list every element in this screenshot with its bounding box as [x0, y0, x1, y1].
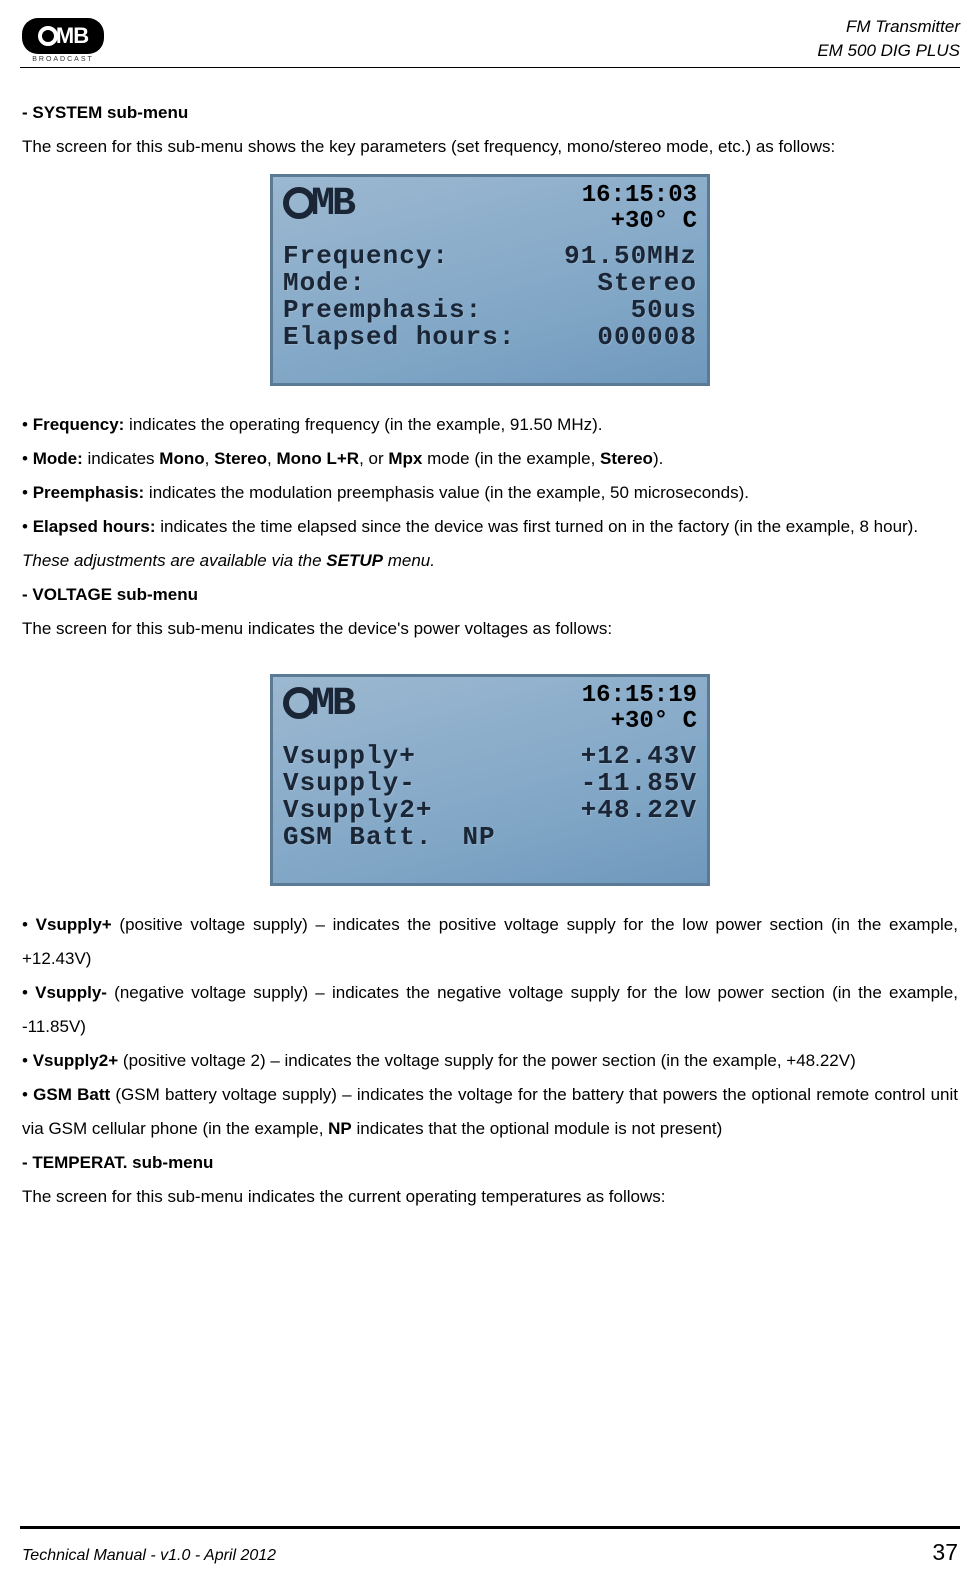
lcd-vsup2-label: Vsupply2+ — [283, 797, 432, 823]
lcd-omb-mb: MB — [311, 182, 353, 227]
lcd-preemph-label: Preemphasis: — [283, 297, 482, 323]
lcd-mode-label: Mode: — [283, 270, 366, 296]
elapsed-label: Elapsed hours: — [33, 517, 156, 536]
lcd-gsm-value: NP — [462, 824, 495, 850]
system-intro: The screen for this sub-menu shows the k… — [22, 130, 958, 164]
logo-o-shape — [38, 26, 58, 46]
lcd-v-row2: Vsupply- -11.85V — [283, 770, 697, 796]
bullet-vsupply2: • Vsupply2+ (positive voltage 2) – indic… — [22, 1044, 958, 1078]
page-footer: Technical Manual - v1.0 - April 2012 37 — [20, 1526, 960, 1566]
lcd-vsup-value: +12.43V — [581, 743, 697, 769]
vsupn-text: (negative voltage supply) – indicates th… — [22, 983, 958, 1036]
vsup2-label: Vsupply2+ — [33, 1051, 119, 1070]
footer-content: Technical Manual - v1.0 - April 2012 37 — [20, 1539, 960, 1566]
lcd-row-preemph: Preemphasis: 50us — [283, 297, 697, 323]
lcd-freq-value: 91.50MHz — [564, 243, 697, 269]
bullet-mode: • Mode: indicates Mono, Stereo, Mono L+R… — [22, 442, 958, 476]
header-title-2: EM 500 DIG PLUS — [817, 39, 960, 63]
bullet-elapsed: • Elapsed hours: indicates the time elap… — [22, 510, 958, 544]
footer-version: Technical Manual - v1.0 - April 2012 — [22, 1547, 276, 1565]
vsupn-label: Vsupply- — [35, 983, 107, 1002]
lcd-system-container: MB 16:15:03 +30° C Frequency: 91.50MHz M… — [22, 174, 958, 386]
freq-label: Frequency: — [33, 415, 125, 434]
vsup-label: Vsupply+ — [36, 915, 112, 934]
lcd-elapsed-label: Elapsed hours: — [283, 324, 515, 350]
vsup2-text: (positive voltage 2) – indicates the vol… — [118, 1051, 856, 1070]
lcd-row-elapsed: Elapsed hours: 000008 — [283, 324, 697, 350]
elapsed-text: indicates the time elapsed since the dev… — [156, 517, 919, 536]
lcd-header-right: 16:15:03 +30° C — [353, 183, 697, 236]
lcd-v-omb-logo: MB — [283, 683, 353, 723]
lcd-v-temp: +30° C — [353, 709, 697, 735]
preemph-text: indicates the modulation preemphasis val… — [144, 483, 749, 502]
lcd-vsup2-value: +48.22V — [581, 797, 697, 823]
mode-label: Mode: — [33, 449, 83, 468]
freq-text: indicates the operating frequency (in th… — [124, 415, 602, 434]
lcd-row-freq: Frequency: 91.50MHz — [283, 243, 697, 269]
content-body: - SYSTEM sub-menu The screen for this su… — [20, 96, 960, 1214]
bullet-frequency: • Frequency: indicates the operating fre… — [22, 408, 958, 442]
lcd-voltage-container: MB 16:15:19 +30° C Vsupply+ +12.43V Vsup… — [22, 674, 958, 886]
bullet-gsm: • GSM Batt (GSM battery voltage supply) … — [22, 1078, 958, 1146]
vsup-text: (positive voltage supply) – indicates th… — [22, 915, 958, 968]
lcd-v-row1: Vsupply+ +12.43V — [283, 743, 697, 769]
header-title-1: FM Transmitter — [817, 15, 960, 39]
lcd-vsupn-value: -11.85V — [581, 770, 697, 796]
lcd-elapsed-value: 000008 — [597, 324, 697, 350]
lcd-v-header-right: 16:15:19 +30° C — [353, 683, 697, 736]
voltage-heading: - VOLTAGE sub-menu — [22, 578, 958, 612]
page-header: MB BROADCAST FM Transmitter EM 500 DIG P… — [20, 15, 960, 63]
lcd-preemph-value: 50us — [631, 297, 697, 323]
lcd-v-row3: Vsupply2+ +48.22V — [283, 797, 697, 823]
bullet-preemphasis: • Preemphasis: indicates the modulation … — [22, 476, 958, 510]
voltage-intro: The screen for this sub-menu indicates t… — [22, 612, 958, 646]
lcd-freq-label: Frequency: — [283, 243, 449, 269]
lcd-mode-value: Stereo — [597, 270, 697, 296]
gsm-label: GSM Batt — [33, 1085, 110, 1104]
temperat-intro: The screen for this sub-menu indicates t… — [22, 1180, 958, 1214]
header-titles: FM Transmitter EM 500 DIG PLUS — [817, 15, 960, 63]
system-heading: - SYSTEM sub-menu — [22, 96, 958, 130]
lcd-omb-logo: MB — [283, 183, 353, 223]
header-rule — [20, 67, 960, 68]
logo-mb-text: MB — [56, 23, 88, 49]
setup-note: These adjustments are available via the … — [22, 544, 958, 578]
lcd-v-logo-row: MB 16:15:19 +30° C — [283, 683, 697, 736]
footer-rule — [20, 1526, 960, 1529]
lcd-v-row4: GSM Batt. NP — [283, 824, 697, 850]
bullet-vsupply-plus: • Vsupply+ (positive voltage supply) – i… — [22, 908, 958, 976]
lcd-temp: +30° C — [353, 209, 697, 235]
lcd-voltage: MB 16:15:19 +30° C Vsupply+ +12.43V Vsup… — [270, 674, 710, 886]
lcd-row-mode: Mode: Stereo — [283, 270, 697, 296]
lcd-time: 16:15:03 — [353, 183, 697, 209]
lcd-v-omb-mb: MB — [311, 682, 353, 727]
lcd-v-time: 16:15:19 — [353, 683, 697, 709]
page-number: 37 — [932, 1539, 958, 1566]
preemph-label: Preemphasis: — [33, 483, 145, 502]
temperat-heading: - TEMPERAT. sub-menu — [22, 1146, 958, 1180]
lcd-vsup-label: Vsupply+ — [283, 743, 416, 769]
lcd-logo-row: MB 16:15:03 +30° C — [283, 183, 697, 236]
lcd-gsm-label: GSM Batt. — [283, 824, 432, 850]
bullet-vsupply-minus: • Vsupply- (negative voltage supply) – i… — [22, 976, 958, 1044]
logo-subtext: BROADCAST — [32, 56, 94, 63]
logo-container: MB BROADCAST — [22, 18, 104, 63]
omb-logo: MB — [22, 18, 104, 54]
lcd-vsupn-label: Vsupply- — [283, 770, 416, 796]
lcd-system: MB 16:15:03 +30° C Frequency: 91.50MHz M… — [270, 174, 710, 386]
